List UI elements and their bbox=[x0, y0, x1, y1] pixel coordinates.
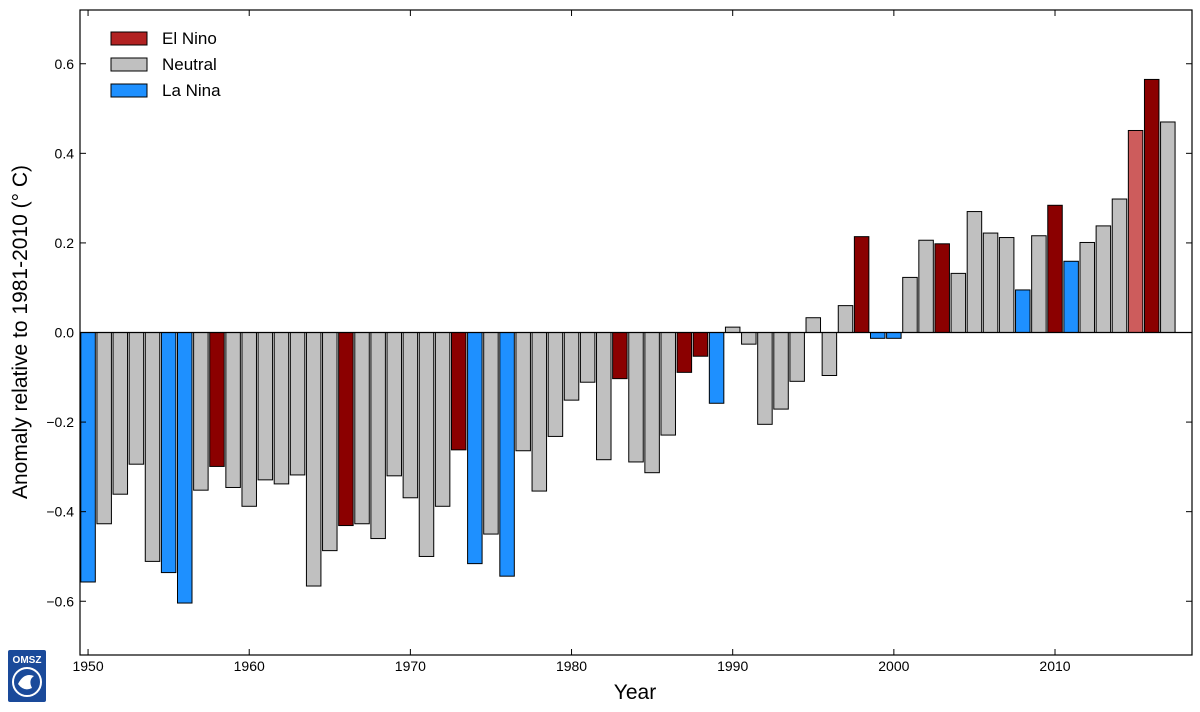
bar-2002 bbox=[918, 239, 934, 333]
bar-1994 bbox=[789, 332, 805, 382]
omsz-logo: OMSZ bbox=[8, 650, 46, 702]
logo-text: OMSZ bbox=[13, 655, 42, 666]
bar-2016 bbox=[1143, 78, 1160, 334]
bar-1970 bbox=[402, 332, 419, 499]
bar-1984 bbox=[628, 332, 644, 463]
bar-1986 bbox=[660, 332, 676, 436]
bar-1983 bbox=[612, 332, 628, 380]
x-tick-label: 1970 bbox=[395, 658, 426, 674]
bar-1965 bbox=[322, 332, 338, 552]
bar-1953 bbox=[128, 332, 145, 465]
x-tick-label: 2000 bbox=[878, 658, 909, 674]
legend: El Nino Neutral La Nina bbox=[110, 29, 221, 100]
legend-swatch bbox=[110, 57, 148, 72]
bar-1977 bbox=[515, 332, 531, 452]
bar-2013 bbox=[1095, 225, 1112, 333]
bar-1988 bbox=[692, 332, 709, 357]
x-tick-label: 1950 bbox=[72, 658, 103, 674]
y-axis-title: Anomaly relative to 1981-2010 (° C) bbox=[9, 165, 32, 499]
legend-swatch bbox=[110, 83, 148, 98]
bar-1973 bbox=[450, 332, 467, 451]
bar-1958 bbox=[209, 332, 225, 467]
y-tick-label: 0.6 bbox=[55, 56, 75, 72]
bar-1980 bbox=[563, 332, 580, 401]
x-tick-label: 2010 bbox=[1039, 658, 1070, 674]
bar-1976 bbox=[499, 332, 515, 577]
bar-2011 bbox=[1063, 260, 1079, 333]
bar-1952 bbox=[112, 332, 129, 495]
bar-2003 bbox=[934, 243, 950, 333]
bar-1971 bbox=[418, 332, 435, 557]
bar-1967 bbox=[354, 332, 370, 525]
legend-label: La Nina bbox=[162, 81, 221, 100]
x-tick-label: 1960 bbox=[234, 658, 265, 674]
bars-layer bbox=[80, 78, 1176, 604]
bar-1950 bbox=[80, 332, 96, 583]
bar-1959 bbox=[225, 332, 241, 488]
bar-2000 bbox=[886, 332, 902, 339]
bar-1998 bbox=[853, 236, 870, 333]
y-tick-label: −0.4 bbox=[46, 504, 74, 520]
y-tick-label: 0.2 bbox=[55, 235, 75, 251]
bar-1985 bbox=[644, 332, 660, 474]
bar-1972 bbox=[434, 332, 451, 507]
bar-1981 bbox=[579, 332, 596, 383]
bar-1992 bbox=[757, 332, 773, 425]
bar-1989 bbox=[708, 332, 725, 404]
y-tick-label: −0.6 bbox=[46, 593, 74, 609]
bar-2017 bbox=[1160, 121, 1176, 334]
bar-1996 bbox=[821, 332, 838, 376]
bar-2008 bbox=[1015, 289, 1031, 334]
bar-2007 bbox=[998, 237, 1015, 333]
bar-1963 bbox=[289, 332, 306, 476]
legend-label: El Nino bbox=[162, 29, 217, 48]
bar-1975 bbox=[483, 332, 499, 535]
y-tick-label: 0.0 bbox=[55, 325, 75, 341]
bar-2006 bbox=[982, 232, 999, 333]
bar-1955 bbox=[160, 332, 177, 574]
x-tick-label: 1980 bbox=[556, 658, 587, 674]
bar-1954 bbox=[144, 332, 161, 562]
bar-1995 bbox=[805, 317, 822, 334]
legend-swatch bbox=[110, 31, 148, 46]
bar-1962 bbox=[273, 332, 290, 485]
bar-1974 bbox=[467, 332, 483, 565]
bar-2015 bbox=[1127, 129, 1144, 333]
bar-2009 bbox=[1031, 235, 1047, 333]
bar-1966 bbox=[338, 332, 354, 527]
bar-2012 bbox=[1079, 241, 1095, 333]
bar-2010 bbox=[1047, 204, 1063, 333]
y-axis: −0.6 −0.4 −0.2 0.0 0.2 0.4 0.6 bbox=[46, 56, 1192, 609]
bar-2004 bbox=[950, 272, 967, 334]
y-tick-label: −0.2 bbox=[46, 414, 74, 430]
bar-1979 bbox=[547, 332, 564, 437]
bar-1990 bbox=[724, 326, 741, 334]
y-tick-label: 0.4 bbox=[55, 145, 75, 161]
bar-2001 bbox=[902, 276, 918, 334]
bar-2014 bbox=[1111, 198, 1128, 333]
bar-1997 bbox=[837, 305, 854, 334]
bar-1982 bbox=[596, 332, 612, 461]
x-axis-title: Year bbox=[614, 681, 656, 704]
bar-1957 bbox=[193, 332, 209, 491]
bar-1987 bbox=[676, 332, 693, 373]
x-tick-label: 1990 bbox=[717, 658, 748, 674]
bar-1999 bbox=[869, 332, 886, 339]
bar-1951 bbox=[96, 332, 112, 525]
bar-1978 bbox=[531, 332, 548, 492]
bar-2005 bbox=[966, 211, 983, 333]
bar-1961 bbox=[257, 332, 274, 481]
bar-1960 bbox=[241, 332, 257, 507]
bar-1956 bbox=[177, 332, 193, 604]
bar-1964 bbox=[305, 332, 322, 587]
legend-label: Neutral bbox=[162, 55, 217, 74]
bar-1969 bbox=[386, 332, 403, 477]
bar-1993 bbox=[773, 332, 789, 410]
bar-1991 bbox=[741, 332, 757, 345]
x-axis: 1950 1960 1970 1980 1990 2000 2010 bbox=[72, 10, 1071, 674]
bar-1968 bbox=[370, 332, 386, 540]
